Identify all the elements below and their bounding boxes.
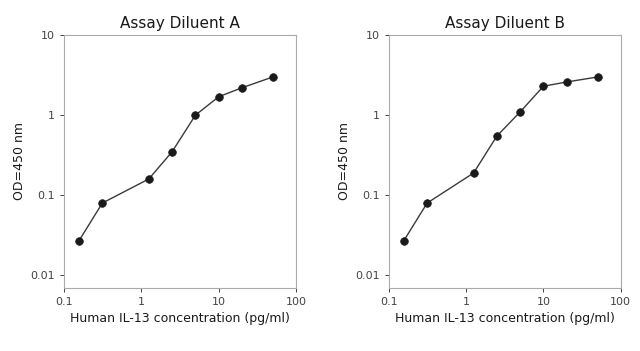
Title: Assay Diluent A: Assay Diluent A: [120, 16, 240, 31]
Y-axis label: OD=450 nm: OD=450 nm: [13, 122, 26, 200]
X-axis label: Human IL-13 concentration (pg/ml): Human IL-13 concentration (pg/ml): [395, 312, 615, 325]
X-axis label: Human IL-13 concentration (pg/ml): Human IL-13 concentration (pg/ml): [70, 312, 290, 325]
Y-axis label: OD=450 nm: OD=450 nm: [338, 122, 351, 200]
Title: Assay Diluent B: Assay Diluent B: [445, 16, 564, 31]
